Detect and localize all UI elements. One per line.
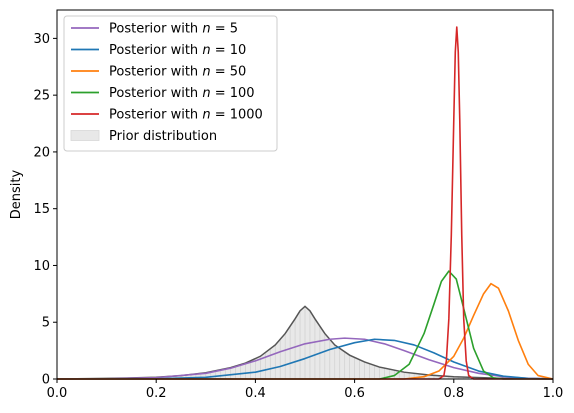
- y-tick-label: 10: [33, 259, 50, 274]
- series-line-0: [56, 337, 554, 380]
- x-tick-label: 1.0: [543, 386, 564, 401]
- y-tick-label: 15: [33, 202, 50, 217]
- y-axis-label: Density: [9, 169, 24, 219]
- series-line-4: [57, 26, 553, 380]
- y-tick-label: 25: [33, 89, 50, 104]
- legend-entry: Posterior with n = 10: [109, 43, 246, 58]
- legend-entry: Posterior with n = 100: [109, 86, 255, 101]
- x-tick-label: 0.6: [344, 386, 365, 401]
- legend-entry: Posterior with n = 5: [109, 22, 238, 37]
- y-tick-label: 0: [42, 373, 50, 388]
- x-tick-label: 0.2: [146, 386, 167, 401]
- y-tick-label: 30: [33, 32, 50, 47]
- prior-layer: [56, 305, 554, 380]
- legend-box: [63, 15, 278, 152]
- x-tick-label: 0.8: [443, 386, 464, 401]
- series-layer: [56, 26, 554, 380]
- legend-entry: Prior distribution: [109, 129, 217, 144]
- x-tick-label: 0.4: [245, 386, 266, 401]
- legend: Posterior with n = 5 Posterior with n = 1…: [63, 15, 278, 152]
- axes-frame: [56, 9, 554, 380]
- series-line-3: [57, 270, 553, 380]
- x-tick-label: 0.0: [47, 386, 68, 401]
- y-tick-label: 5: [42, 316, 50, 331]
- legend-swatch: [70, 130, 100, 141]
- legend-entry: Posterior with n = 50: [109, 65, 246, 80]
- y-tick-label: 20: [33, 145, 50, 160]
- legend-entry: Posterior with n = 1000: [109, 108, 263, 123]
- series-line-2: [57, 282, 554, 380]
- ticks-layer: 0.0 0.2 0.4 0.6 0.8 1.0 0 5 10 15 20 25 30: [33, 32, 563, 401]
